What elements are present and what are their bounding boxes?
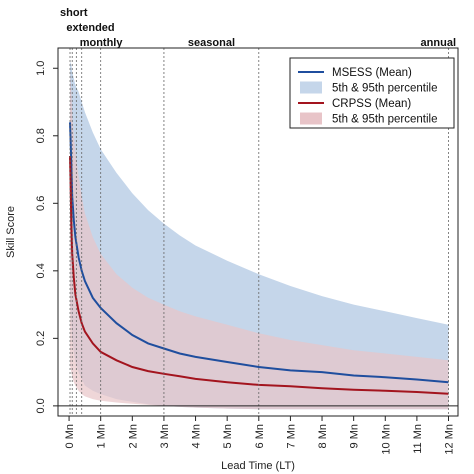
- y-axis-ticks: 0.0 0.2 0.4 0.6 0.8 1.0: [35, 61, 58, 414]
- x-tick-label-11: 11 Mn: [412, 424, 424, 454]
- percentile-bands: [70, 61, 449, 410]
- x-tick-label-1: 1 Mn: [96, 424, 108, 448]
- legend-swatch-msess-band: [300, 81, 322, 94]
- x-tick-label-12: 12 Mn: [444, 424, 456, 455]
- band-crpss: [70, 71, 449, 410]
- plot-frame: [57, 47, 459, 417]
- x-tick-label-3: 3 Mn: [159, 424, 171, 448]
- legend-label-crpss: CRPSS (Mean): [332, 98, 411, 110]
- x-tick-label-6: 6 Mn: [254, 424, 266, 448]
- legend-label-crpss-band: 5th & 95th percentile: [332, 114, 438, 126]
- x-tick-label-0: 0 Mn: [64, 424, 76, 448]
- legend-label-msess-band: 5th & 95th percentile: [332, 83, 438, 95]
- line-msess: [69, 122, 449, 384]
- x-axis-ticks: 0 Mn 1 Mn 2 Mn 3 Mn 4 Mn 5 Mn 6 Mn 7 Mn 8 Mn 9 Mn…: [64, 416, 456, 455]
- x-tick-label-10: 10 Mn: [380, 424, 392, 455]
- x-tick-label-4: 4 Mn: [191, 424, 203, 448]
- horizon-label-extended: extended: [66, 22, 114, 34]
- y-tick-label-0.4: 0.4: [35, 263, 47, 278]
- y-axis-title: Skill Score: [5, 206, 17, 258]
- y-tick-label-0.0: 0.0: [35, 398, 47, 413]
- x-axis-title: Lead Time (LT): [221, 460, 295, 472]
- x-tick-label-5: 5 Mn: [222, 424, 234, 448]
- x-tick-label-9: 9 Mn: [349, 424, 361, 448]
- horizon-label-monthly: monthly: [80, 37, 124, 49]
- legend-swatch-crpss-band: [300, 112, 322, 125]
- x-tick-label-8: 8 Mn: [317, 424, 329, 448]
- mean-lines: [69, 122, 449, 395]
- horizon-labels: short extended monthly seasonal annual: [60, 7, 456, 49]
- legend: MSESS (Mean) 5th & 95th percentile CRPSS…: [289, 57, 455, 129]
- line-crpss: [69, 155, 449, 395]
- y-tick-label-0.6: 0.6: [35, 196, 47, 211]
- legend-label-msess: MSESS (Mean): [332, 67, 412, 79]
- x-tick-label-7: 7 Mn: [285, 424, 297, 448]
- y-tick-label-0.8: 0.8: [35, 128, 47, 143]
- horizon-label-short: short: [60, 7, 88, 19]
- y-tick-label-1.0: 1.0: [35, 61, 47, 76]
- horizon-label-seasonal: seasonal: [188, 37, 235, 49]
- x-tick-label-2: 2 Mn: [127, 424, 139, 448]
- horizon-label-annual: annual: [421, 37, 456, 49]
- y-tick-label-0.2: 0.2: [35, 331, 47, 346]
